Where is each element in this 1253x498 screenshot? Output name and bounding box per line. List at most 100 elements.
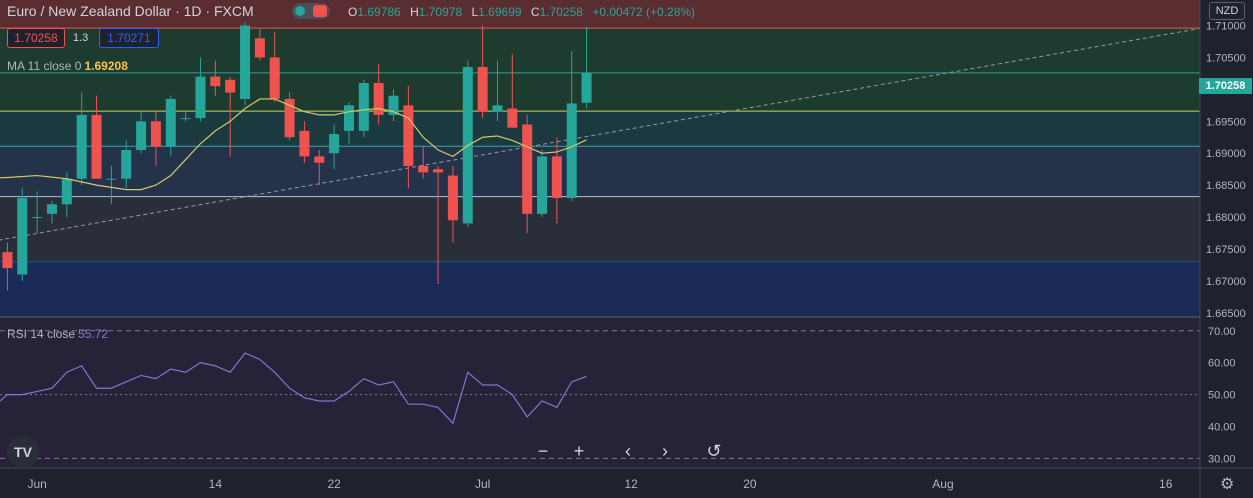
time-tick-label: Aug — [932, 477, 953, 491]
price-tick-label: 1.67000 — [1206, 276, 1246, 288]
candle-body — [581, 72, 592, 103]
zoom-in-button[interactable]: + — [573, 441, 585, 461]
candle-body — [314, 156, 325, 163]
price-tick-label: 1.68500 — [1206, 180, 1246, 192]
candle-body — [150, 121, 161, 147]
scroll-right-button[interactable]: › — [662, 441, 668, 461]
candle-body — [136, 121, 147, 151]
candle-body — [284, 98, 295, 138]
price-tick-label: 1.71000 — [1206, 21, 1246, 33]
exchange-label: FXCM — [214, 3, 254, 19]
reset-chart-button[interactable]: ↺ — [706, 441, 722, 461]
candle-body — [240, 25, 251, 99]
rsi-tick-label: 60.00 — [1208, 358, 1236, 370]
rsi-tick-label: 30.00 — [1208, 453, 1236, 465]
candle-body — [76, 114, 87, 179]
price-tick-label: 1.67500 — [1206, 244, 1246, 256]
candle-body — [418, 165, 429, 173]
candle-body — [507, 108, 518, 128]
zoom-out-button[interactable]: − — [537, 441, 549, 461]
interval-label: 1D — [183, 3, 202, 19]
candle-body — [46, 204, 57, 214]
time-tick-label: 22 — [327, 477, 341, 491]
band-teal — [0, 111, 1200, 147]
time-tick-label: 20 — [743, 477, 757, 491]
symbol-legend[interactable]: Euro / New Zealand Dollar · 1D · FXCM — [7, 3, 254, 19]
sell-button[interactable]: 1.70258 — [7, 28, 65, 48]
ma-value: 1.69208 — [84, 59, 128, 73]
time-tick-label: Jun — [27, 477, 46, 491]
candle-body — [447, 175, 458, 221]
price-tick-label: 1.69000 — [1206, 148, 1246, 160]
candle-body — [433, 169, 444, 173]
candle-body — [210, 76, 221, 87]
price-tick-label: 1.69500 — [1206, 116, 1246, 128]
scroll-left-button[interactable]: ‹ — [625, 441, 631, 461]
close-value: 1.70258 — [539, 5, 583, 19]
candle-body — [537, 156, 548, 214]
candle-body — [358, 82, 369, 131]
market-status-icon — [292, 3, 330, 19]
price-tick-label: 1.68000 — [1206, 212, 1246, 224]
candle-body — [2, 252, 13, 269]
rsi-tick-label: 40.00 — [1208, 422, 1236, 434]
candle-body — [373, 82, 384, 115]
rsi-label: RSI 14 close — [7, 327, 76, 341]
band-green — [0, 28, 1200, 112]
symbol-name: Euro / New Zealand Dollar — [7, 3, 172, 19]
candle-body — [566, 103, 577, 198]
rsi-line — [0, 352, 587, 425]
time-tick-label: 16 — [1159, 477, 1173, 491]
ma-label: MA 11 close 0 — [7, 59, 82, 73]
candle-body — [269, 57, 280, 99]
candle-body — [522, 124, 533, 214]
time-tick-label: 12 — [624, 477, 638, 491]
open-value: 1.69786 — [357, 5, 401, 19]
candle-body — [329, 134, 340, 154]
rsi-legend[interactable]: RSI 14 close 55.72 — [7, 327, 108, 341]
ma-line — [0, 98, 587, 191]
candle-body — [477, 67, 488, 112]
candle-body — [106, 178, 117, 180]
candle-body — [121, 150, 132, 179]
candle-body — [195, 76, 206, 119]
candle-body — [492, 105, 503, 112]
candle-body — [32, 217, 43, 219]
candle-body — [403, 105, 414, 166]
candle-body — [299, 130, 310, 157]
tradingview-logo[interactable]: TV — [7, 436, 39, 468]
candle-body — [91, 114, 102, 179]
candle-body — [343, 105, 354, 131]
candle-body — [225, 79, 236, 93]
low-value: 1.69699 — [478, 5, 522, 19]
buy-button[interactable]: 1.70271 — [99, 28, 159, 48]
band-navy — [0, 261, 1200, 316]
spread-value: 1.3 — [73, 32, 89, 44]
candle-body — [254, 38, 265, 58]
settings-gear-icon[interactable]: ⚙ — [1220, 476, 1235, 493]
time-tick-label: Jul — [475, 477, 490, 491]
high-value: 1.70978 — [418, 5, 463, 19]
rsi-tick-label: 50.00 — [1208, 390, 1236, 402]
candle-body — [165, 98, 176, 147]
price-tick-label: 1.70500 — [1206, 52, 1246, 64]
candle-body — [388, 95, 399, 115]
rsi-value: 55.72 — [78, 327, 109, 341]
change-value: +0.00472 (+0.28%) — [592, 5, 696, 19]
candle-body — [61, 178, 72, 205]
band-slate — [0, 146, 1200, 197]
ma-legend[interactable]: MA 11 close 0 1.69208 — [7, 59, 128, 73]
band-gray — [0, 196, 1200, 262]
time-tick-label: 14 — [209, 477, 223, 491]
candle-body — [180, 118, 191, 120]
band-red — [0, 0, 1200, 29]
trend-line — [0, 18, 1253, 241]
ohlc-values: O1.69786 H1.70978 L1.69699 C1.70258 +0.0… — [348, 5, 696, 19]
currency-button[interactable]: NZD — [1209, 2, 1245, 20]
rsi-tick-label: 70.00 — [1208, 326, 1236, 338]
candle-body — [17, 197, 28, 275]
candle-body — [551, 156, 562, 198]
price-tick-label: 1.66500 — [1206, 308, 1246, 320]
last-price-label: 1.70258 — [1199, 78, 1252, 94]
